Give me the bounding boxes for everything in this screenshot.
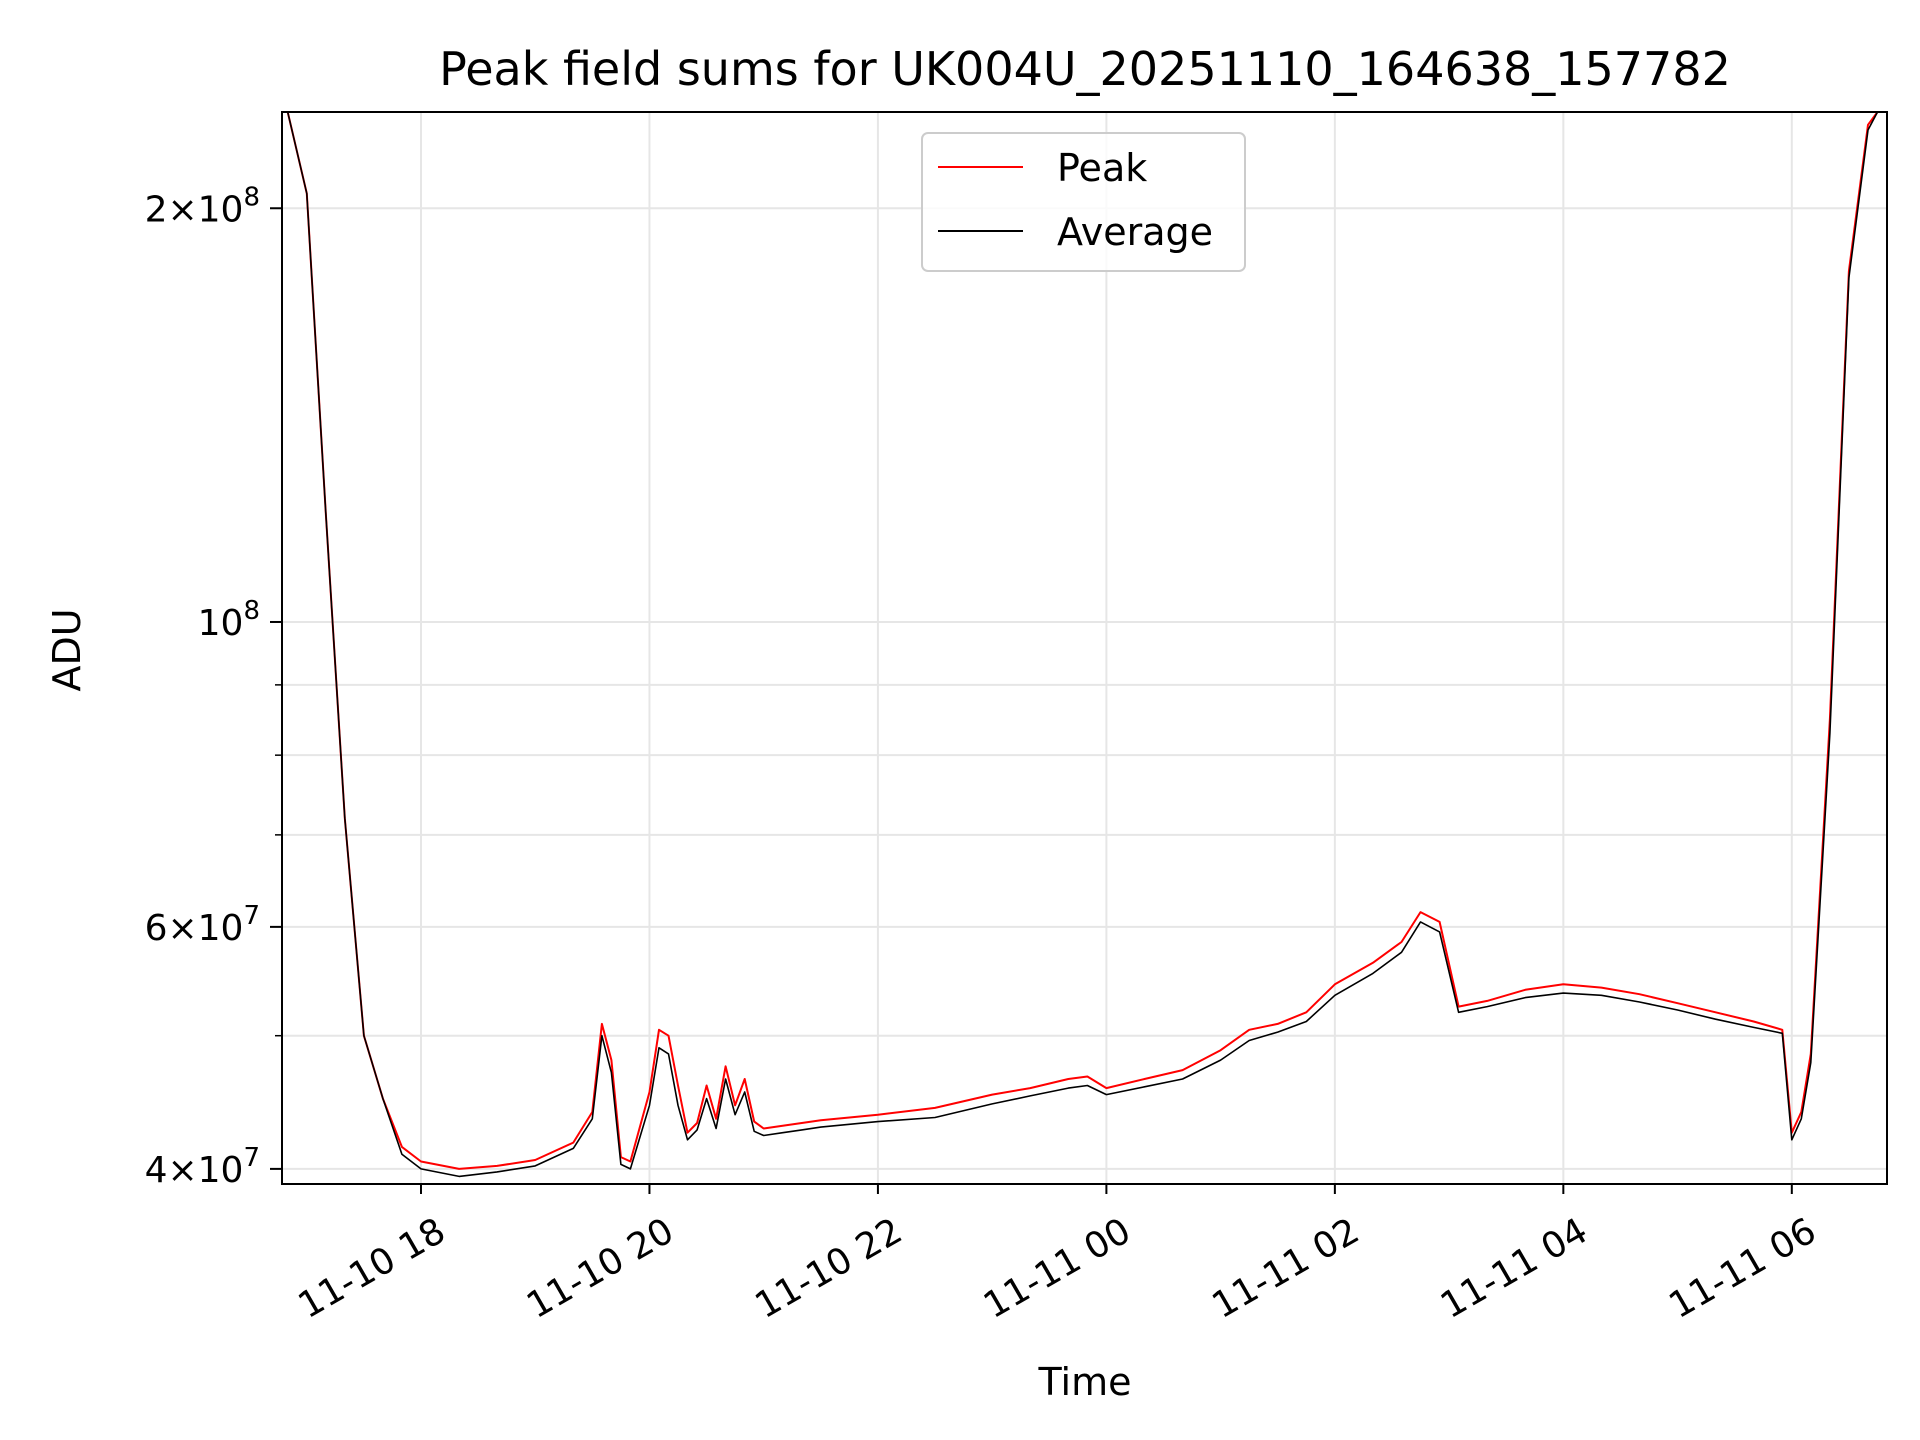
legend-peak-label: Peak — [1057, 146, 1147, 190]
y-axis-label: ADU — [45, 608, 89, 691]
y-tick-label: 6×107 — [145, 901, 260, 949]
x-axis-label: Time — [1038, 1360, 1132, 1404]
series-line-peak — [286, 112, 1887, 1170]
chart-title: Peak field sums for UK004U_20251110_1646… — [439, 42, 1731, 96]
series-line-average — [286, 112, 1887, 1178]
legend-average-label: Average — [1057, 210, 1213, 254]
y-tick-label: 4×107 — [145, 1143, 260, 1191]
legend: Peak Average — [921, 132, 1246, 272]
y-tick-label: 2×108 — [145, 182, 260, 230]
y-tick-label: 108 — [198, 596, 260, 644]
series-layer — [286, 112, 1887, 1178]
y-axis: 4×107 6×107 108 2×108 — [145, 182, 282, 1191]
plot-area-frame — [281, 111, 1888, 1185]
